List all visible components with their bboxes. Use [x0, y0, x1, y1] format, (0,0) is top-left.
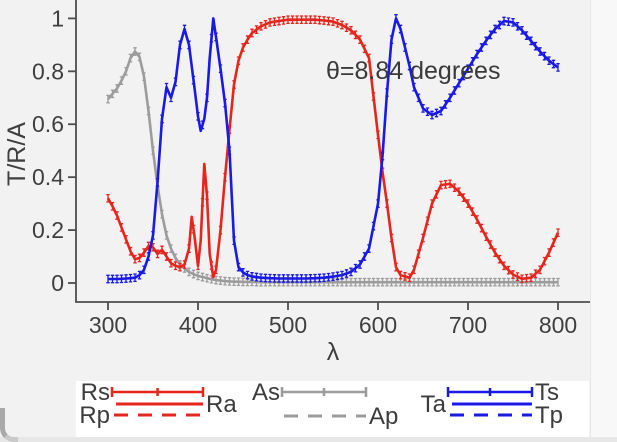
series-Ts-line — [108, 17, 559, 281]
legend-label-Ts: Ts — [535, 379, 559, 406]
y-axis-label: T/R/A — [3, 122, 31, 186]
legend-line-errorbar — [280, 387, 368, 397]
y-tick-label: 1 — [51, 5, 64, 31]
series-Ts-errorbars — [106, 14, 560, 284]
legend-label-Ap: Ap — [369, 403, 398, 430]
series-Rs-errorbars — [106, 15, 560, 284]
legend-label-Ra: Ra — [206, 391, 237, 418]
legend-label-Rp: Rp — [79, 402, 110, 429]
series-Rs-line — [106, 18, 560, 281]
figure-bottom-edge — [0, 437, 617, 442]
axes-spines — [75, 0, 590, 303]
legend-label-Ta: Ta — [421, 391, 447, 418]
legend-box — [76, 381, 589, 439]
angle-annotation: θ=8.84 degrees — [326, 57, 501, 85]
legend-label-As: As — [252, 379, 280, 406]
y-tick-label: 0.4 — [32, 164, 64, 190]
y-tick-label: 0.2 — [32, 217, 64, 243]
x-tick-label: 400 — [179, 312, 217, 338]
y-tick-label: 0.8 — [32, 58, 64, 84]
x-axis-label: λ — [326, 338, 340, 366]
legend-label-Rs: Rs — [81, 379, 110, 406]
legend-line-errorbar — [446, 387, 534, 397]
y-tick-label: 0 — [51, 270, 64, 296]
x-tick-label: 800 — [539, 312, 577, 338]
figure-right-margin — [590, 0, 617, 442]
y-tick-label: 0.6 — [32, 111, 64, 137]
x-tick-label: 300 — [89, 312, 127, 338]
legend-line-errorbar — [110, 387, 205, 397]
x-tick-label: 600 — [359, 312, 397, 338]
x-tick-label: 500 — [269, 312, 307, 338]
legend-label-Tp: Tp — [535, 402, 563, 429]
window-corner — [0, 408, 18, 442]
x-tick-label: 700 — [449, 312, 487, 338]
